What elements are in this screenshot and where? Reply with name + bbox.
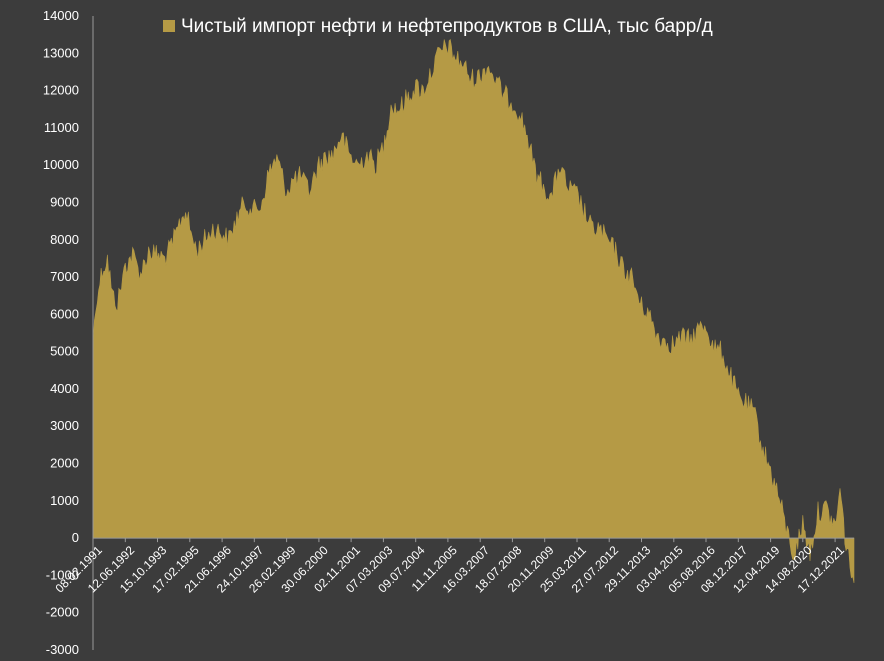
y-tick-label: 10000: [43, 157, 79, 172]
y-tick-label: 5000: [50, 344, 79, 359]
series-area: [92, 38, 855, 583]
legend: Чистый импорт нефти и нефтепродуктов в С…: [163, 16, 713, 37]
y-tick-label: 2000: [50, 456, 79, 471]
area-layer: [92, 38, 855, 583]
y-tick-label: 8000: [50, 232, 79, 247]
axis-layer: [92, 16, 854, 650]
legend-swatch: [163, 20, 175, 32]
y-tick-label: -3000: [46, 642, 79, 657]
y-tick-label: -1000: [46, 567, 79, 582]
y-tick-label: 7000: [50, 269, 79, 284]
y-tick-label: 6000: [50, 306, 79, 321]
y-tick-label: 11000: [44, 120, 79, 135]
y-tick-label: 1000: [50, 493, 79, 508]
y-tick-label: 3000: [50, 418, 79, 433]
legend-label: Чистый импорт нефти и нефтепродуктов в С…: [181, 16, 713, 37]
y-tick-label: 13000: [43, 45, 79, 60]
y-tick-label: 0: [72, 530, 79, 545]
y-tick-label: 4000: [50, 381, 79, 396]
y-tick-label: -2000: [46, 605, 79, 620]
y-tick-label: 9000: [50, 195, 79, 210]
y-tick-label: 12000: [43, 83, 79, 98]
y-tick-label: 14000: [43, 8, 79, 23]
y-axis-ticks: -3000 -2000 -1000 0 1000 2000 3000 4000 5000 6000…: [43, 8, 79, 657]
